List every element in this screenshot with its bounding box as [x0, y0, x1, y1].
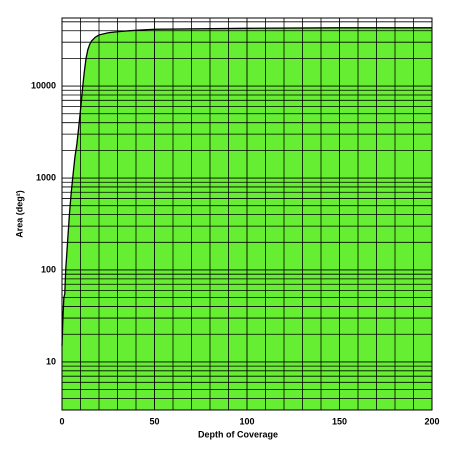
plot-frame [61, 17, 433, 411]
x-tick-label: 200 [424, 416, 439, 426]
x-tick-label: 0 [59, 416, 64, 426]
y-tick-label: 100 [41, 264, 56, 274]
x-tick-label: 100 [239, 416, 254, 426]
x-tick-label: 150 [332, 416, 347, 426]
y-axis-label: Area (deg²) [14, 190, 24, 238]
y-tick-label: 10000 [31, 80, 56, 90]
y-tick-label: 10 [46, 356, 56, 366]
area-edge [61, 27, 432, 346]
y-tick-label: 1000 [36, 172, 56, 182]
x-axis-label: Depth of Coverage [198, 429, 278, 439]
x-tick-label: 50 [149, 416, 159, 426]
